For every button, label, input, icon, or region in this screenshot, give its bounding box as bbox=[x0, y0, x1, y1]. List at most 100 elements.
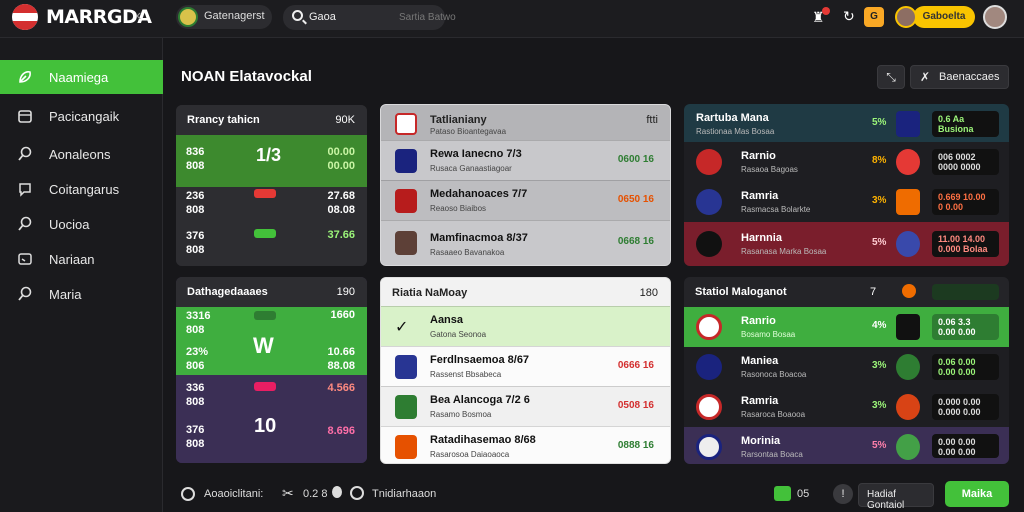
team-crest-icon bbox=[896, 189, 920, 215]
middle-panel-2: Riatia NaMoay 180 ✓ Aansa Gatona Seonoa … bbox=[380, 277, 671, 464]
filter-button[interactable]: ⤡ bbox=[877, 65, 905, 89]
footer-stats: 0.2 8 bbox=[303, 488, 328, 500]
team-label: Gatenagerst bbox=[204, 10, 265, 22]
table-row[interactable]: Ranrio Bosamo Bosaa 4% 0.06 3.3 0.00 0.0… bbox=[684, 307, 1009, 347]
refresh-icon[interactable]: ↻ bbox=[843, 8, 855, 24]
match-row[interactable]: Ferdlnsaemoa 8/67 Rassenst Bbsabeca 0666… bbox=[381, 346, 670, 386]
footer-mid-label: Tnidiarhaaon bbox=[372, 488, 437, 500]
wrench-icon: ✗ bbox=[920, 70, 931, 84]
box-icon bbox=[18, 110, 32, 123]
stat-row[interactable]: 236 808 27.68 08.08 bbox=[176, 187, 367, 227]
middle-panel-1: Tatlianiany Pataso Bioantegavaa ftti Rew… bbox=[380, 104, 671, 266]
team-crest-icon bbox=[395, 395, 417, 419]
match-row[interactable]: Bea Alancoga 7/2 6 Rasamo Bosmoa 0508 16 bbox=[381, 386, 670, 426]
team-crest-icon bbox=[896, 149, 920, 175]
team-crest-icon bbox=[696, 189, 722, 215]
screen-icon bbox=[18, 253, 32, 265]
search-icon bbox=[18, 216, 32, 231]
search-icon bbox=[18, 146, 32, 161]
table-row[interactable]: Maniea Rasonoca Boacoa 3% 0.06 0.00 0.00… bbox=[684, 347, 1009, 387]
search-icon bbox=[18, 286, 32, 301]
table-row[interactable]: Harnnia Rasanasa Marka Bosaa 5% 11.00 14… bbox=[684, 222, 1009, 266]
table-row[interactable]: Ramria Rasaroca Boaooa 3% 0.000 0.00 0.0… bbox=[684, 387, 1009, 427]
contact-button[interactable]: Hadiaf Gontaiol bbox=[858, 483, 934, 511]
user-avatar[interactable] bbox=[983, 5, 1007, 29]
sidebar-item-2[interactable]: Aonaleons bbox=[0, 137, 163, 171]
team-avatar bbox=[178, 7, 198, 27]
filter-icon: ⤡ bbox=[886, 70, 896, 84]
team-crest-icon: ✓ bbox=[395, 319, 409, 336]
g-badge[interactable]: G bbox=[864, 7, 884, 27]
search-icon bbox=[292, 10, 303, 21]
team-crest-icon bbox=[696, 231, 722, 257]
brand-name: MARRGDA bbox=[46, 6, 152, 28]
sidebar: Naamiega Pacicangaik Aonaleons Coitangar… bbox=[0, 38, 163, 512]
team-crest-icon bbox=[696, 394, 722, 420]
primary-footer-button[interactable]: Maika bbox=[945, 481, 1009, 507]
team-crest-icon bbox=[896, 314, 920, 340]
right-panel-2: Statiol Maloganot 7 Ranrio Bosamo Bosaa … bbox=[684, 277, 1009, 464]
stat-row[interactable]: 836 808 1/3 00.00 00.00 bbox=[176, 135, 367, 187]
team-crest-icon bbox=[896, 434, 920, 460]
coins-button[interactable]: Gaboelta bbox=[913, 6, 975, 28]
search-bar[interactable]: Gaoa Sartia Batwo bbox=[283, 5, 456, 30]
check-icon[interactable] bbox=[774, 486, 791, 501]
chat-icon[interactable] bbox=[181, 487, 195, 501]
clock-icon[interactable] bbox=[350, 486, 364, 500]
team-crest-icon bbox=[696, 149, 722, 175]
team-crest-icon bbox=[395, 231, 417, 255]
stat-row[interactable]: 376 808 10 8.696 bbox=[176, 415, 367, 463]
page-title: NOAN Elatavockal bbox=[181, 68, 312, 85]
table-row[interactable]: Rartuba Mana Rastionaa Mas Bosaa 5% 0.6 … bbox=[684, 104, 1009, 142]
top-bar bbox=[0, 0, 1024, 38]
sidebar-item-3[interactable]: Coitangarus bbox=[0, 172, 163, 206]
stat-row[interactable]: 376 808 37.66 bbox=[176, 227, 367, 266]
team-crest-icon bbox=[696, 354, 722, 380]
left-panel-1: Rrancy tahicn 90K 836 808 1/3 00.00 00.0… bbox=[176, 105, 367, 266]
scissors-icon[interactable]: ✂ bbox=[282, 485, 294, 501]
left-panel-2: Dathagedaaaes 190 3316 808 1660 23% 806 … bbox=[176, 277, 367, 463]
team-crest-icon bbox=[696, 434, 722, 460]
sidebar-item-1[interactable]: Pacicangaik bbox=[0, 99, 163, 133]
coins-avatar bbox=[895, 6, 917, 28]
team-crest-icon bbox=[395, 189, 417, 213]
action-button[interactable]: ✗ Baenaccaes bbox=[910, 65, 1009, 89]
match-row[interactable]: Medahanoaces 7/7 Reaoso Biaibos 0650 16 bbox=[381, 180, 670, 220]
brand-logo[interactable] bbox=[12, 4, 38, 30]
right-panel-1: Rartuba Mana Rastionaa Mas Bosaa 5% 0.6 … bbox=[684, 104, 1009, 266]
team-crest-icon bbox=[902, 284, 916, 298]
sidebar-item-5[interactable]: Nariaan bbox=[0, 242, 163, 276]
match-row[interactable]: Mamfinacmoa 8/37 Rasaaeo Bavanakoa 0668 … bbox=[381, 220, 670, 265]
sidebar-item-6[interactable]: Maria bbox=[0, 277, 163, 311]
notification-icon[interactable]: ♜ bbox=[812, 7, 830, 26]
match-row[interactable]: Rewa Ianecno 7/3 Rusaca Ganaastiagoar 06… bbox=[381, 140, 670, 180]
match-row[interactable]: Ratadihasemao 8/68 Rasarosoa Daiaoaoca 0… bbox=[381, 426, 670, 463]
search-input[interactable]: Gaoa bbox=[309, 11, 336, 23]
sidebar-item-4[interactable]: Uocioa bbox=[0, 207, 163, 241]
team-crest-icon bbox=[696, 314, 722, 340]
team-crest-icon bbox=[896, 231, 920, 257]
footer-label: Aoaoiclitani: bbox=[204, 488, 264, 500]
team-crest-icon bbox=[395, 149, 417, 173]
team-crest-icon bbox=[395, 113, 417, 135]
table-row[interactable]: Rarnio Rasaoa Bagoas 8% 006 0002 0000 00… bbox=[684, 142, 1009, 182]
dot-icon bbox=[332, 486, 342, 498]
match-row[interactable]: ✓ Aansa Gatona Seonoa bbox=[381, 306, 670, 346]
chat-icon bbox=[19, 183, 31, 197]
team-crest-icon bbox=[896, 354, 920, 380]
stat-row[interactable]: 3316 808 1660 23% 806 W 10.66 88.08 bbox=[176, 307, 367, 375]
stat-row[interactable]: 336 808 4.566 bbox=[176, 375, 367, 415]
team-selector[interactable]: Gatenagerst bbox=[176, 5, 272, 29]
team-crest-icon bbox=[896, 111, 920, 137]
sidebar-item-0[interactable]: Naamiega bbox=[0, 60, 163, 94]
team-crest-icon bbox=[395, 355, 417, 379]
info-icon[interactable]: ! bbox=[833, 484, 853, 504]
team-crest-icon bbox=[896, 394, 920, 420]
search-hint: Sartia Batwo bbox=[399, 12, 456, 23]
table-row[interactable]: Ramria Rasmacsa Bolarkte 3% 0.669 10.00 … bbox=[684, 182, 1009, 222]
leaf-icon bbox=[19, 71, 31, 83]
team-crest-icon bbox=[395, 435, 417, 459]
footer-counter: 05 bbox=[797, 488, 810, 500]
table-row[interactable]: Morinia Rarsontaa Boaca 5% 0.00 0.00 0.0… bbox=[684, 427, 1009, 464]
chevron-left-icon[interactable]: ‹ bbox=[136, 7, 142, 24]
